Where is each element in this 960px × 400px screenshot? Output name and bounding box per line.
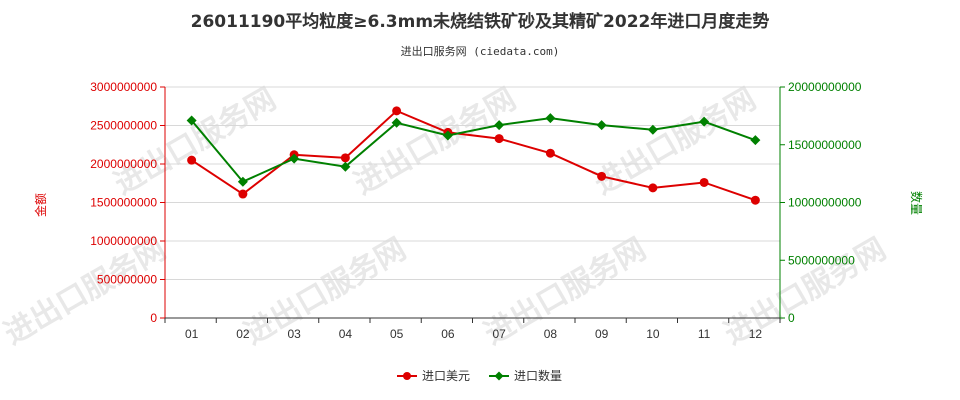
left-axis-title: 金额: [33, 193, 48, 217]
legend-marker: [494, 371, 504, 381]
left-tick-label: 2000000000: [90, 157, 157, 171]
data-point: [289, 153, 300, 164]
x-tick-label: 03: [287, 327, 301, 341]
data-point: [494, 134, 504, 144]
x-axis-ticks: 01 02 03 04 05 06 07 08 09 10 11 12: [164, 318, 781, 341]
right-axis-ticks: 0 5000000000 10000000000 15000000000 2000000…: [780, 80, 862, 325]
right-tick-label: 15000000000: [788, 138, 862, 152]
left-tick-label: 0: [150, 311, 157, 325]
watermark-text: 进出口服务网: [719, 232, 892, 352]
data-point: [648, 183, 658, 193]
legend-label: 进口数量: [514, 368, 562, 383]
legend-marker: [403, 372, 411, 380]
x-tick-label: 04: [339, 327, 353, 341]
data-point: [392, 106, 402, 116]
series-line: [191, 109, 756, 202]
right-axis-title: 数量: [909, 191, 924, 215]
left-tick-label: 2500000000: [90, 119, 157, 133]
left-tick-label: 3000000000: [90, 80, 157, 94]
data-point: [647, 124, 658, 135]
chart-title: 26011190平均粒度≥6.3mm未烧结铁矿砂及其精矿2022年进口月度走势: [191, 11, 770, 32]
x-tick-label: 11: [698, 327, 711, 341]
data-point: [699, 177, 709, 187]
data-point: [545, 148, 555, 158]
x-tick-label: 01: [185, 327, 199, 341]
legend-item: 进口美元: [397, 369, 470, 383]
left-tick-label: 1500000000: [90, 196, 157, 210]
data-point: [699, 116, 710, 127]
legend: 进口美元 进口数量: [397, 368, 562, 383]
data-point: [340, 161, 351, 172]
right-tick-label: 20000000000: [788, 80, 862, 94]
x-tick-label: 05: [390, 327, 404, 341]
x-tick-label: 10: [646, 327, 660, 341]
x-tick-label: 12: [749, 327, 763, 341]
data-point: [494, 120, 505, 131]
x-tick-label: 06: [441, 327, 455, 341]
data-point: [545, 113, 556, 124]
series-quantity: [186, 113, 761, 187]
data-point: [187, 155, 197, 165]
data-point: [750, 135, 761, 146]
left-tick-label: 500000000: [97, 273, 157, 287]
x-tick-label: 08: [544, 327, 558, 341]
data-point: [750, 195, 760, 205]
x-tick-label: 07: [492, 327, 506, 341]
data-point: [597, 171, 607, 181]
right-tick-label: 5000000000: [788, 253, 855, 267]
chart-subtitle: 进出口服务网 (ciedata.com): [401, 44, 560, 58]
data-point: [596, 120, 607, 131]
watermark-text: 进出口服务网: [0, 232, 172, 352]
series-line: [190, 117, 756, 183]
data-point: [237, 176, 248, 187]
series-layer: [186, 106, 761, 205]
x-tick-label: 09: [595, 327, 609, 341]
left-axis-ticks: 0 500000000 1000000000 1500000000 2000000000…: [90, 80, 165, 325]
x-tick-label: 02: [236, 327, 250, 341]
data-point: [238, 189, 248, 199]
left-tick-label: 1000000000: [90, 234, 157, 248]
legend-label: 进口美元: [422, 369, 470, 383]
watermark-text: 进出口服务网: [239, 232, 412, 352]
watermark-text: 进出口服务网: [589, 82, 762, 202]
right-tick-label: 0: [788, 311, 795, 325]
legend-item: 进口数量: [489, 368, 562, 383]
data-point: [340, 153, 350, 163]
data-point: [442, 130, 453, 141]
right-tick-label: 10000000000: [788, 196, 862, 210]
data-point: [391, 117, 402, 128]
data-point: [186, 115, 197, 126]
